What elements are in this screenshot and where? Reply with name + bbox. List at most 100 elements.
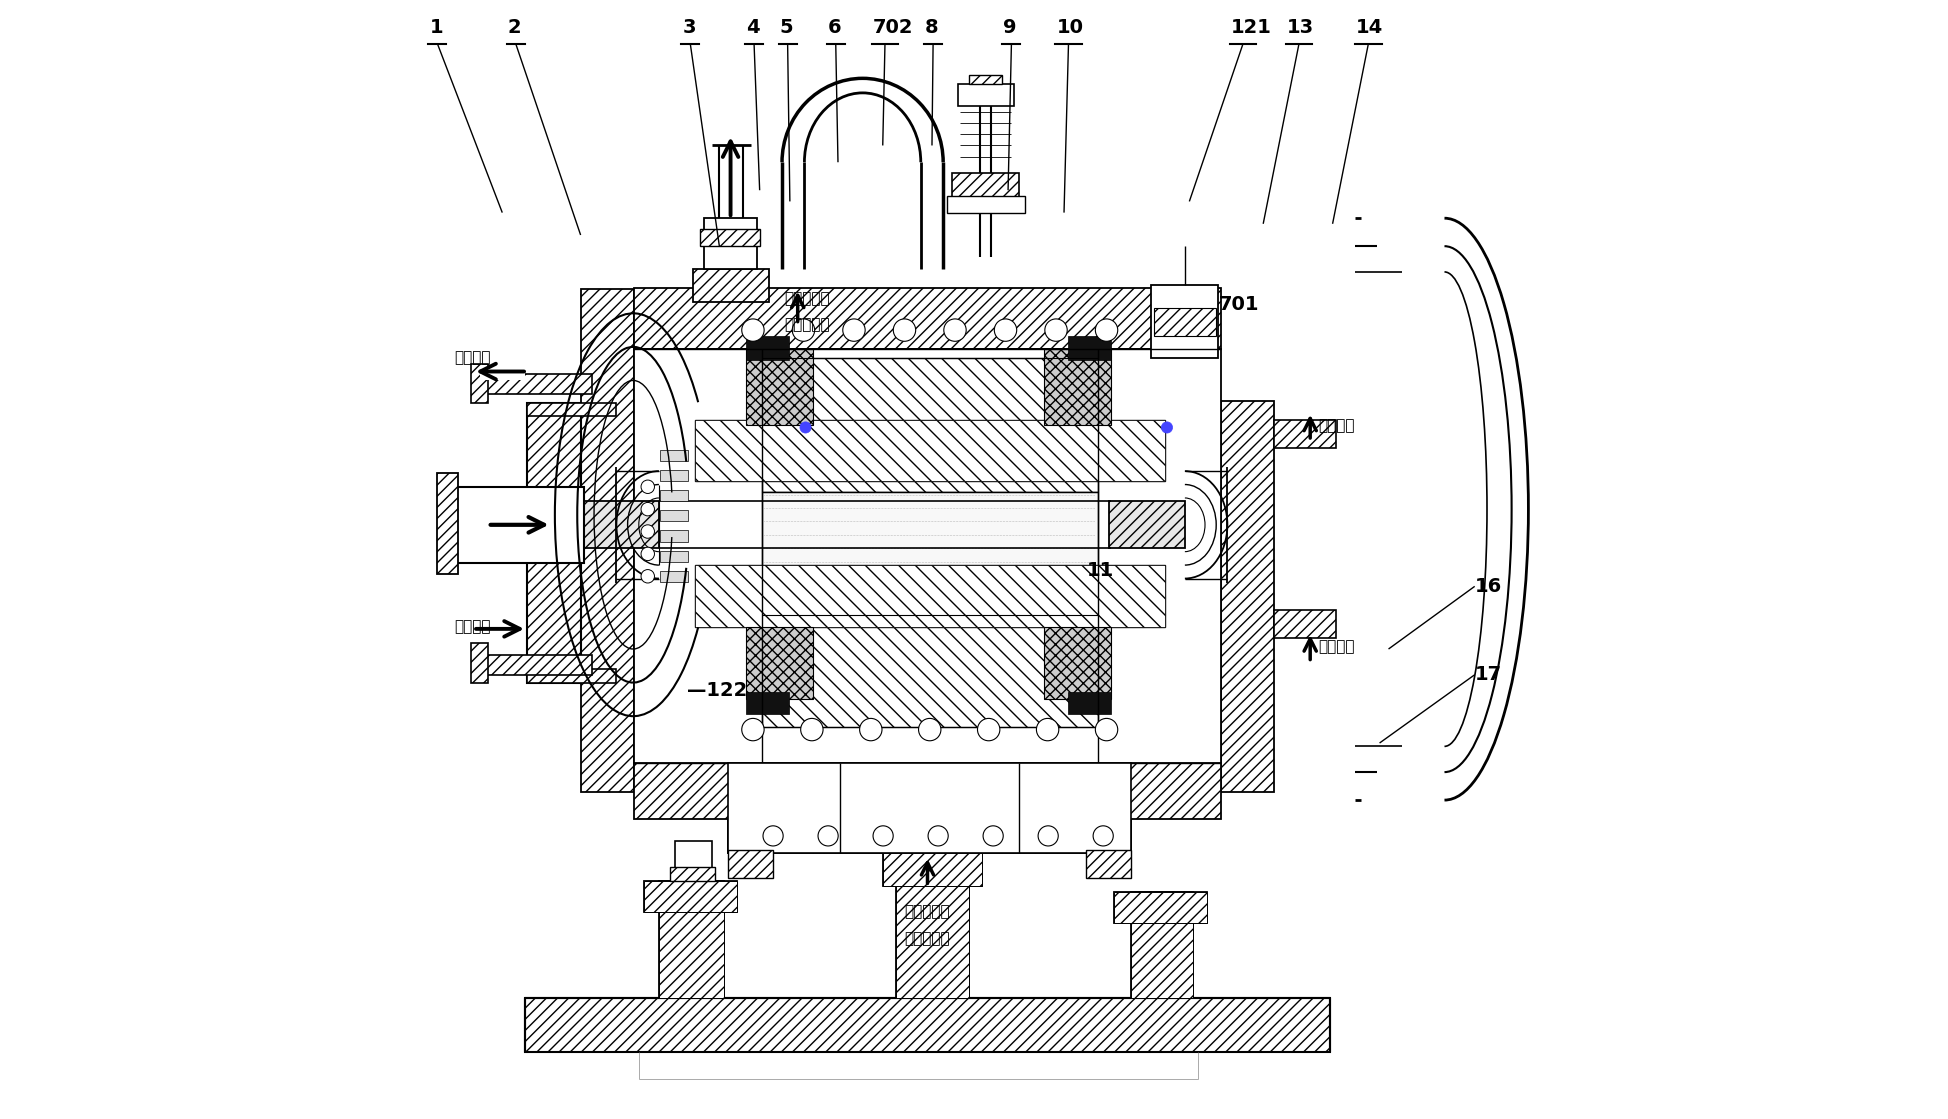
Bar bbox=[471, 364, 487, 403]
Bar bbox=[746, 692, 789, 714]
Bar bbox=[1151, 285, 1218, 358]
Bar bbox=[1114, 892, 1206, 923]
Bar bbox=[645, 881, 736, 912]
Text: 10: 10 bbox=[1056, 18, 1083, 37]
Circle shape bbox=[978, 718, 999, 741]
Bar bbox=[1108, 501, 1184, 548]
Bar bbox=[660, 450, 688, 461]
Circle shape bbox=[943, 319, 966, 341]
Circle shape bbox=[842, 319, 865, 341]
Circle shape bbox=[801, 718, 822, 741]
Bar bbox=[693, 565, 1165, 627]
Circle shape bbox=[641, 547, 655, 561]
Text: 8: 8 bbox=[925, 18, 939, 37]
Bar bbox=[762, 615, 1097, 727]
Text: 11: 11 bbox=[1085, 562, 1112, 580]
Text: 冷却液出口: 冷却液出口 bbox=[783, 292, 830, 307]
Bar bbox=[670, 867, 715, 881]
Bar bbox=[693, 420, 1165, 481]
Circle shape bbox=[1036, 718, 1058, 741]
Bar bbox=[882, 853, 982, 886]
Bar bbox=[1130, 892, 1192, 998]
Bar bbox=[526, 669, 616, 683]
Circle shape bbox=[762, 826, 783, 846]
Bar bbox=[633, 288, 1219, 349]
Bar bbox=[693, 565, 1165, 627]
Text: —122: —122 bbox=[686, 681, 746, 699]
Circle shape bbox=[742, 718, 764, 741]
Bar bbox=[1085, 850, 1130, 878]
Bar bbox=[947, 196, 1025, 213]
Bar bbox=[658, 881, 723, 998]
Text: 热媒进口: 热媒进口 bbox=[1317, 639, 1354, 655]
Bar bbox=[660, 530, 688, 542]
Bar bbox=[1114, 892, 1206, 923]
Bar bbox=[456, 487, 584, 563]
Bar bbox=[479, 374, 592, 394]
Text: 1: 1 bbox=[429, 18, 442, 37]
Text: 2: 2 bbox=[506, 18, 520, 37]
Bar bbox=[674, 841, 711, 881]
Circle shape bbox=[859, 718, 882, 741]
Circle shape bbox=[993, 319, 1017, 341]
Bar bbox=[660, 551, 688, 562]
Bar bbox=[750, 752, 1108, 819]
Bar bbox=[581, 501, 658, 548]
Bar bbox=[633, 763, 1219, 819]
Text: 702: 702 bbox=[873, 18, 914, 37]
Text: 121: 121 bbox=[1231, 18, 1272, 37]
Bar bbox=[1044, 349, 1110, 425]
Text: 或热媒出口: 或热媒出口 bbox=[783, 318, 830, 332]
Circle shape bbox=[1044, 319, 1068, 341]
Circle shape bbox=[873, 826, 892, 846]
Bar bbox=[1068, 336, 1110, 360]
Bar bbox=[762, 492, 1097, 604]
Bar bbox=[660, 510, 688, 521]
Bar bbox=[746, 349, 812, 425]
Bar bbox=[645, 881, 736, 912]
Text: 9: 9 bbox=[1003, 18, 1017, 37]
Bar bbox=[729, 819, 1130, 853]
Circle shape bbox=[1095, 718, 1116, 741]
Bar bbox=[953, 173, 1019, 201]
Bar bbox=[479, 655, 592, 675]
Text: 冷却液进口: 冷却液进口 bbox=[904, 904, 951, 919]
Text: 3: 3 bbox=[682, 18, 695, 37]
Circle shape bbox=[641, 570, 655, 583]
Bar bbox=[896, 853, 968, 998]
Circle shape bbox=[641, 502, 655, 516]
Circle shape bbox=[1093, 826, 1112, 846]
Text: 或热媒进口: 或热媒进口 bbox=[904, 931, 951, 946]
Circle shape bbox=[641, 525, 655, 538]
Text: 16: 16 bbox=[1475, 577, 1502, 595]
Bar bbox=[524, 998, 1330, 1052]
Bar bbox=[729, 763, 1130, 853]
Bar bbox=[1219, 401, 1274, 792]
Bar bbox=[526, 403, 616, 416]
Bar bbox=[1044, 627, 1110, 699]
Bar bbox=[1274, 610, 1334, 638]
Bar bbox=[968, 75, 1001, 84]
Bar bbox=[956, 84, 1013, 106]
Circle shape bbox=[641, 480, 655, 493]
Bar bbox=[1068, 692, 1110, 714]
Bar bbox=[1274, 420, 1334, 448]
Circle shape bbox=[742, 319, 764, 341]
Text: 6: 6 bbox=[828, 18, 842, 37]
Bar bbox=[660, 490, 688, 501]
Bar bbox=[660, 571, 688, 582]
Bar bbox=[729, 850, 773, 878]
Text: 5: 5 bbox=[779, 18, 793, 37]
Bar bbox=[436, 473, 458, 574]
Circle shape bbox=[982, 826, 1003, 846]
Bar bbox=[703, 218, 758, 269]
Bar bbox=[1153, 308, 1216, 336]
Circle shape bbox=[892, 319, 916, 341]
Bar bbox=[746, 336, 789, 360]
Bar bbox=[471, 643, 487, 683]
Bar bbox=[658, 881, 723, 998]
Text: 热媒出口: 热媒出口 bbox=[1317, 417, 1354, 433]
Text: 13: 13 bbox=[1286, 18, 1313, 37]
Bar bbox=[633, 349, 1219, 763]
Bar bbox=[581, 289, 633, 792]
